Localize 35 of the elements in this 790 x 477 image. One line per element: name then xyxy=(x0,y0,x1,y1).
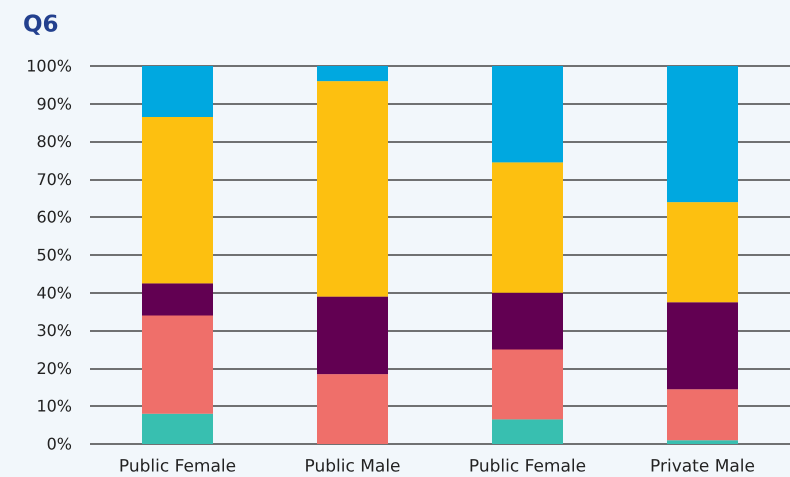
bar xyxy=(142,117,213,284)
y-tick-label: 60% xyxy=(36,208,72,227)
bar xyxy=(667,440,738,444)
bar xyxy=(667,389,738,440)
bar xyxy=(492,350,563,420)
y-tick-label: 80% xyxy=(36,132,72,152)
bar xyxy=(317,296,388,374)
x-tick-label: Public Female xyxy=(468,456,586,476)
y-tick-label: 50% xyxy=(36,246,72,264)
y-tick-label: 90% xyxy=(36,94,72,114)
bar xyxy=(492,162,563,293)
bar xyxy=(142,283,213,316)
x-tick-label: Private Male xyxy=(650,456,755,476)
bar xyxy=(667,302,738,390)
x-tick-label: Public Male xyxy=(304,456,400,476)
bar xyxy=(317,81,388,297)
y-tick-label: 40% xyxy=(36,283,72,302)
bar xyxy=(142,414,213,444)
y-tick-label: 10% xyxy=(36,396,72,416)
bar xyxy=(492,66,563,162)
y-tick-label: 30% xyxy=(36,321,72,340)
bar xyxy=(317,66,388,82)
bar xyxy=(492,292,563,350)
y-tick-label: 20% xyxy=(36,358,72,378)
y-tick-label: 70% xyxy=(36,170,72,189)
x-tick-label: Public Female xyxy=(118,456,236,476)
bar xyxy=(667,66,738,202)
y-tick-label: 0% xyxy=(46,434,72,454)
bar xyxy=(317,374,388,444)
chart-title: Q6 xyxy=(23,12,59,38)
bar xyxy=(492,419,563,444)
bar xyxy=(667,202,738,302)
bar xyxy=(142,66,213,118)
y-tick-label: 100% xyxy=(26,56,72,76)
bar xyxy=(142,315,213,414)
